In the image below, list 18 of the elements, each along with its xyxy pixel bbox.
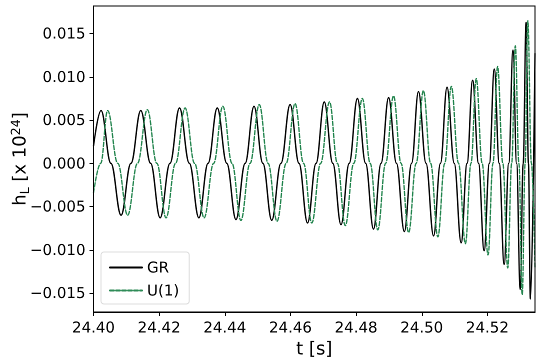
legend-label: U(1)	[147, 282, 180, 300]
x-tick-label: 24.42	[138, 318, 181, 336]
x-tick-label: 24.48	[334, 318, 378, 336]
y-tick-label: −0.010	[30, 240, 86, 259]
y-tick-label: 0.005	[42, 111, 86, 130]
x-tick-label: 24.46	[268, 318, 312, 336]
x-tick-label: 24.44	[203, 318, 246, 336]
legend-label: GR	[147, 258, 170, 276]
y-tick-label: −0.015	[30, 284, 86, 302]
x-tick-label: 24.52	[466, 318, 509, 336]
x-tick-label: 24.50	[400, 318, 444, 336]
y-tick-label: −0.005	[30, 198, 86, 216]
y-axis-title: hL [x 1024]	[8, 112, 32, 206]
y-tick-label: 0.010	[42, 68, 86, 86]
y-tick-label: 0.000	[42, 154, 86, 172]
x-tick-label: 24.40	[72, 318, 115, 336]
x-axis-title: t [s]	[296, 338, 332, 360]
y-tick-label: 0.015	[42, 24, 86, 43]
